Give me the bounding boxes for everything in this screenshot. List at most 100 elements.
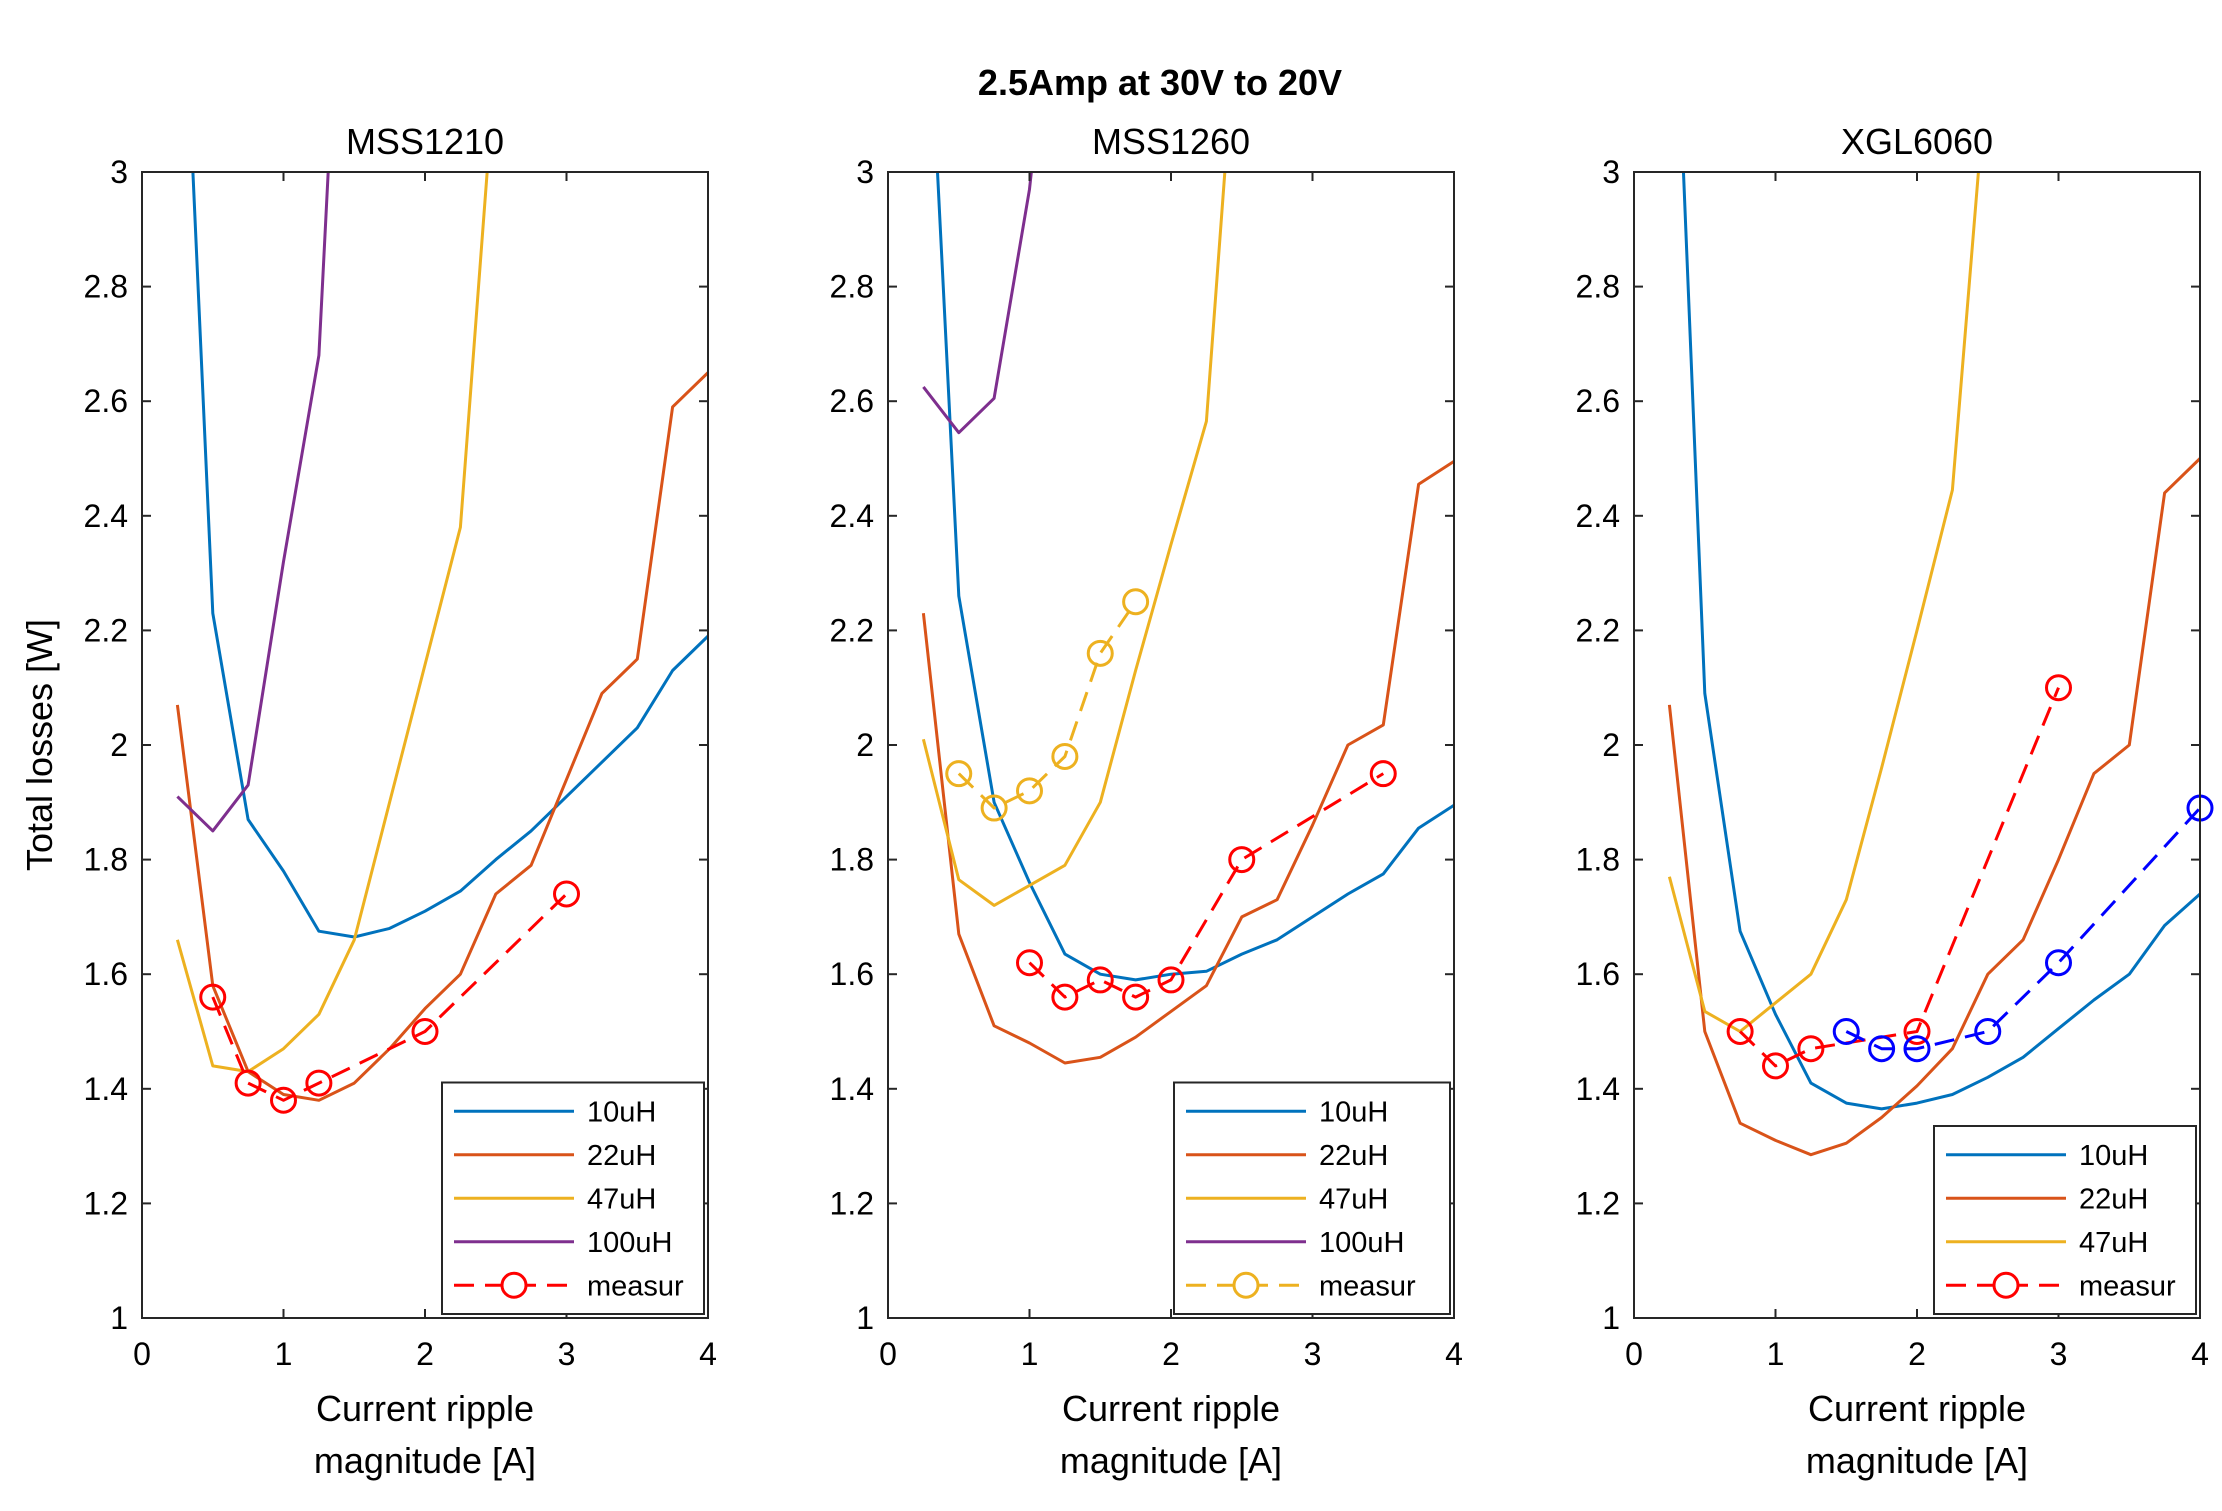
legend-item-measur: measur <box>1946 1270 2176 1302</box>
legend-label: 22uH <box>2079 1183 2148 1215</box>
legend: 10uH 22uH 47uH measur <box>1933 1125 2197 1315</box>
y-tick-label: 1.6 <box>830 956 874 992</box>
data-point-marker <box>1016 949 1043 977</box>
47uH-series-line <box>921 172 1227 907</box>
legend-item-100uH: 100uH <box>454 1227 672 1259</box>
x-tick-label: 3 <box>1304 1336 1322 1372</box>
legend-marker <box>1992 1271 2020 1299</box>
y-tick-label: 2.2 <box>1576 612 1620 648</box>
x-tick-label: 1 <box>1767 1336 1785 1372</box>
legend-label: 10uH <box>2079 1140 2148 1172</box>
y-tick-label: 1 <box>856 1300 874 1336</box>
data-point-marker <box>411 1018 439 1045</box>
y-tick-label: 1 <box>110 1300 128 1336</box>
y-tick-label: 1.4 <box>830 1071 874 1107</box>
data-point-marker <box>270 1086 297 1114</box>
measur-extra-series-line <box>1845 806 2200 1051</box>
y-tick-label: 1.2 <box>830 1185 874 1221</box>
measur-series-line <box>1739 687 2060 1068</box>
y-tick-label: 3 <box>110 154 128 190</box>
legend-label: 22uH <box>587 1140 656 1172</box>
10uH-series-line <box>936 172 1454 982</box>
panel-mss1210: 11.21.41.61.822.22.42.62.830 1 2 3 4MSS1210C… <box>19 121 717 1481</box>
data-point-marker <box>1228 846 1256 874</box>
data-point-marker <box>1086 966 1114 994</box>
legend-label: 100uH <box>1319 1227 1404 1259</box>
legend-item-10uH: 10uH <box>454 1096 656 1128</box>
data-point-marker <box>1016 777 1043 805</box>
y-axis-label: Total losses [W] <box>19 619 60 871</box>
data-point-marker <box>1051 983 1079 1011</box>
y-tick-label: 2 <box>856 727 874 763</box>
legend-label: 22uH <box>1319 1140 1388 1172</box>
x-tick-label: 2 <box>416 1336 434 1372</box>
legend-item-measur: measur <box>1186 1270 1416 1302</box>
legend-item-100uH: 100uH <box>1186 1227 1404 1259</box>
x-tick-label: 3 <box>558 1336 576 1372</box>
legend-label: 10uH <box>1319 1096 1388 1128</box>
y-tick-label: 2 <box>1602 727 1620 763</box>
panel-title: MSS1210 <box>346 121 504 162</box>
data-point-marker <box>199 983 227 1011</box>
y-tick-label: 2.6 <box>830 383 874 419</box>
legend-item-22uH: 22uH <box>1946 1183 2148 1215</box>
22uH-series-line <box>175 371 708 1102</box>
y-tick-label: 2.8 <box>1576 269 1620 305</box>
legend-box <box>1933 1125 2197 1315</box>
legend-item-47uH: 47uH <box>1186 1183 1388 1215</box>
data-point-marker <box>1868 1035 1896 1063</box>
legend-label: 47uH <box>587 1183 656 1215</box>
series-group <box>1667 172 2200 1157</box>
legend-item-measur: measur <box>454 1270 684 1302</box>
legend-item-47uH: 47uH <box>1946 1227 2148 1259</box>
x-axis-label: magnitude [A] <box>314 1440 536 1481</box>
y-tick-label: 1 <box>1602 1300 1620 1336</box>
100uH-series-line <box>922 172 1033 435</box>
y-tick-label: 2.4 <box>1576 498 1620 534</box>
x-tick-label: 4 <box>1445 1336 1463 1372</box>
y-tick-label: 1.8 <box>830 842 874 878</box>
panel-xgl6060: 11.21.41.61.822.22.42.62.830 1 2 3 4XGL6060C… <box>1576 121 2214 1481</box>
figure-suptitle: 2.5Amp at 30V to 20V <box>978 62 1342 103</box>
legend: 10uH 22uH 47uH 100uH measur <box>1173 1081 1451 1315</box>
x-axis-label: magnitude [A] <box>1060 1440 1282 1481</box>
y-tick-label: 2.8 <box>830 269 874 305</box>
10uH-series-line <box>191 172 708 939</box>
data-point-marker <box>2045 674 2072 702</box>
data-point-marker <box>305 1069 333 1097</box>
47uH-series-line <box>175 172 489 1074</box>
data-point-marker <box>1974 1018 2002 1045</box>
legend-marker <box>1232 1271 1260 1299</box>
data-point-marker <box>553 880 580 908</box>
y-tick-label: 2.6 <box>1576 383 1620 419</box>
legend-item-10uH: 10uH <box>1186 1096 1388 1128</box>
x-tick-label: 1 <box>1021 1336 1039 1372</box>
legend-label: 47uH <box>1319 1183 1388 1215</box>
22uH-series-line <box>1667 457 2200 1157</box>
legend-label: measur <box>587 1270 684 1302</box>
series-group <box>921 172 1454 1065</box>
y-tick-label: 1.8 <box>1576 842 1620 878</box>
legend-item-22uH: 22uH <box>1186 1140 1388 1172</box>
data-point-marker <box>1122 588 1150 616</box>
legend: 10uH 22uH 47uH 100uH measur <box>441 1081 705 1315</box>
data-point-marker <box>1157 966 1185 994</box>
measur-extra-series-line <box>1028 772 1385 999</box>
legend-label: 10uH <box>587 1096 656 1128</box>
y-tick-label: 2.4 <box>830 498 874 534</box>
x-tick-label: 1 <box>275 1336 293 1372</box>
data-point-marker <box>1797 1035 1825 1063</box>
y-tick-label: 2 <box>110 727 128 763</box>
panel-mss1260: 11.21.41.61.822.22.42.62.830 1 2 3 4MSS1260C… <box>830 121 1463 1481</box>
data-point-marker <box>1726 1018 1754 1045</box>
x-tick-label: 0 <box>133 1336 151 1372</box>
measur-series-line <box>957 600 1137 810</box>
data-point-marker <box>1051 742 1079 770</box>
data-point-marker <box>1832 1018 1860 1045</box>
y-tick-label: 1.4 <box>84 1071 128 1107</box>
panel-title: XGL6060 <box>1841 121 1993 162</box>
series-group <box>175 172 708 1102</box>
y-tick-label: 3 <box>856 154 874 190</box>
legend-label: measur <box>2079 1270 2176 1302</box>
panel-title: MSS1260 <box>1092 121 1250 162</box>
